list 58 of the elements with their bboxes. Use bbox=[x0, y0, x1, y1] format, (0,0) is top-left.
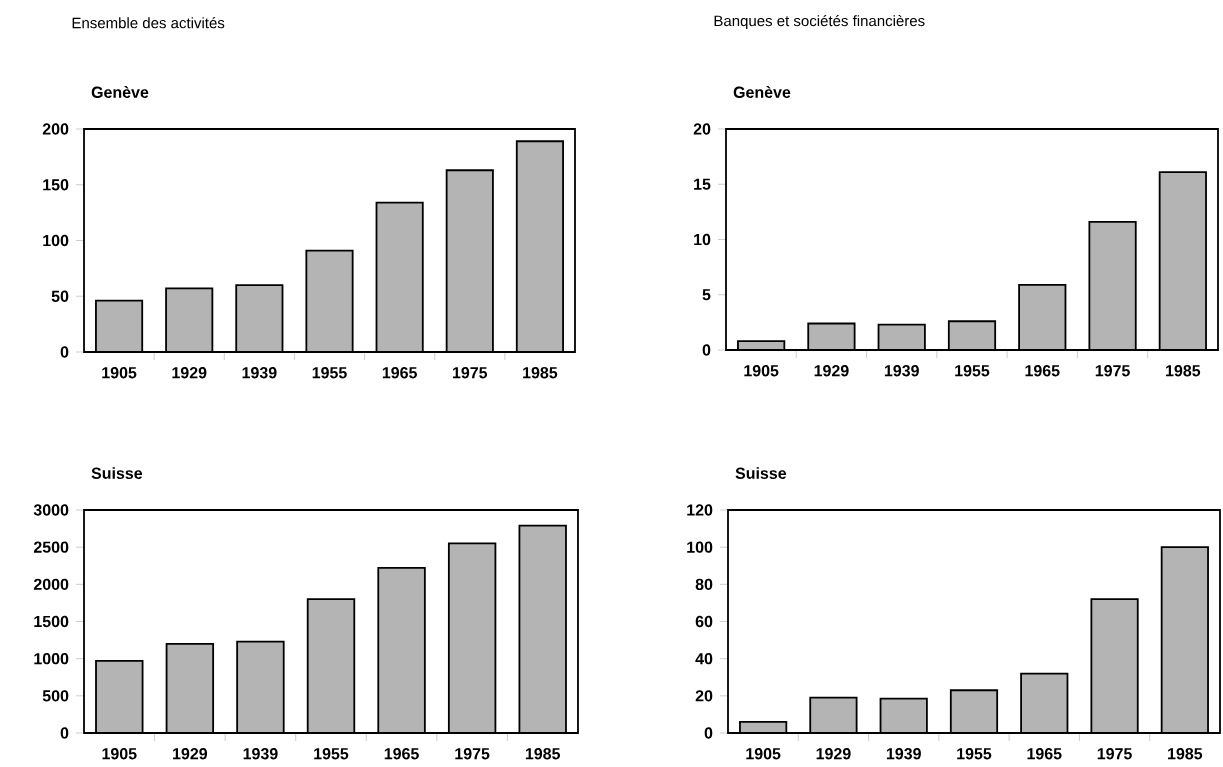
y-tick-label: 20 bbox=[695, 690, 713, 702]
x-tick-label: 1965 bbox=[1027, 748, 1062, 760]
x-tick-label: 1985 bbox=[523, 367, 558, 379]
y-tick-label: 5 bbox=[702, 289, 711, 301]
y-tick-label: 0 bbox=[702, 344, 711, 356]
chart-title: Suisse bbox=[735, 467, 787, 479]
y-tick-label: 500 bbox=[42, 690, 69, 702]
x-tick-label: 1965 bbox=[1025, 365, 1060, 377]
y-tick-label: 2000 bbox=[33, 578, 69, 590]
chart-title: Genève bbox=[91, 86, 149, 98]
y-tick-label: 15 bbox=[694, 178, 711, 190]
y-tick-label: 120 bbox=[687, 504, 713, 516]
x-tick-label: 1955 bbox=[957, 748, 992, 760]
y-tick-label: 40 bbox=[695, 653, 713, 665]
x-tick-label: 1905 bbox=[102, 367, 137, 379]
y-tick-label: 1000 bbox=[34, 653, 69, 665]
y-tick-label: 60 bbox=[695, 615, 713, 628]
y-tick-label: 3000 bbox=[33, 504, 69, 516]
x-tick-label: 1985 bbox=[1166, 365, 1201, 377]
x-tick-label: 1929 bbox=[816, 748, 851, 760]
x-tick-label: 1965 bbox=[382, 367, 417, 379]
chart-title: Suisse bbox=[91, 467, 143, 479]
y-tick-label: 0 bbox=[60, 346, 69, 358]
y-tick-label: 0 bbox=[60, 727, 69, 739]
y-tick-label: 20 bbox=[693, 123, 711, 135]
y-tick-label: 200 bbox=[42, 123, 69, 135]
x-tick-label: 1905 bbox=[744, 365, 779, 377]
x-tick-label: 1975 bbox=[452, 367, 488, 379]
chart-subtitle: Banques et sociétés financières bbox=[714, 14, 925, 30]
y-tick-label: 100 bbox=[43, 234, 69, 247]
x-tick-label: 1929 bbox=[172, 367, 207, 379]
x-tick-label: 1905 bbox=[102, 748, 137, 760]
x-tick-label: 1905 bbox=[746, 748, 781, 760]
x-tick-label: 1985 bbox=[525, 748, 561, 760]
chart-subtitle: Ensemble des activités bbox=[72, 17, 225, 29]
y-tick-label: 150 bbox=[43, 179, 69, 191]
x-tick-label: 1939 bbox=[242, 367, 277, 379]
y-tick-label: 2500 bbox=[33, 541, 69, 553]
y-tick-label: 10 bbox=[694, 233, 711, 246]
chart-title: Genève bbox=[733, 86, 791, 98]
x-tick-label: 1975 bbox=[1097, 748, 1132, 760]
x-tick-label: 1929 bbox=[814, 365, 849, 377]
x-tick-label: 1939 bbox=[884, 365, 919, 377]
x-tick-label: 1955 bbox=[314, 748, 349, 760]
x-tick-label: 1975 bbox=[455, 748, 490, 760]
y-tick-label: 0 bbox=[704, 727, 713, 739]
x-tick-label: 1965 bbox=[384, 748, 419, 760]
y-tick-label: 1500 bbox=[34, 615, 69, 628]
x-tick-label: 1975 bbox=[1095, 365, 1130, 377]
y-tick-label: 100 bbox=[687, 541, 713, 553]
x-tick-label: 1955 bbox=[312, 367, 347, 379]
y-tick-label: 50 bbox=[51, 290, 69, 302]
y-tick-label: 80 bbox=[695, 578, 713, 590]
x-tick-label: 1955 bbox=[955, 365, 990, 377]
x-tick-label: 1985 bbox=[1168, 748, 1203, 760]
x-tick-label: 1929 bbox=[173, 748, 208, 760]
x-tick-label: 1939 bbox=[886, 748, 921, 760]
x-tick-label: 1939 bbox=[243, 748, 278, 760]
